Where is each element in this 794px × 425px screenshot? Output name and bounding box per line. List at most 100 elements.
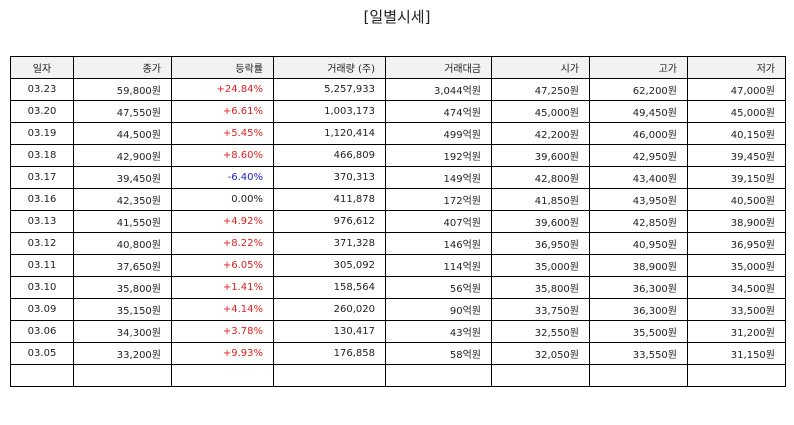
empty-cell xyxy=(73,364,172,387)
cell-date: 03.17 xyxy=(10,166,74,189)
table-row: 03.11 37,650원 +6.05% 305,092 114억원 35,000원 38,… xyxy=(10,254,786,277)
cell-open: 32,550원 xyxy=(491,320,590,343)
cell-date: 03.06 xyxy=(10,320,74,343)
cell-high: 42,950원 xyxy=(589,144,688,167)
cell-change: +24.84% xyxy=(171,78,274,101)
cell-volume: 411,878 xyxy=(273,188,386,211)
empty-cell xyxy=(385,364,492,387)
cell-change: 0.00% xyxy=(171,188,274,211)
cell-high: 35,500원 xyxy=(589,320,688,343)
cell-volume: 176,858 xyxy=(273,342,386,365)
cell-low: 45,000원 xyxy=(687,100,786,123)
cell-open: 39,600원 xyxy=(491,144,590,167)
cell-date: 03.16 xyxy=(10,188,74,211)
cell-change: +6.61% xyxy=(171,100,274,123)
cell-date: 03.10 xyxy=(10,276,74,299)
cell-date: 03.23 xyxy=(10,78,74,101)
cell-high: 36,300원 xyxy=(589,276,688,299)
cell-close: 39,450원 xyxy=(73,166,172,189)
cell-date: 03.05 xyxy=(10,342,74,365)
empty-cell xyxy=(687,364,786,387)
cell-close: 33,200원 xyxy=(73,342,172,365)
cell-open: 45,000원 xyxy=(491,100,590,123)
cell-high: 42,850원 xyxy=(589,210,688,233)
cell-high: 38,900원 xyxy=(589,254,688,277)
column-header-close: 종가 xyxy=(73,56,172,79)
empty-cell xyxy=(491,364,590,387)
cell-change: +1.41% xyxy=(171,276,274,299)
table-header-row: 일자 종가 등락률 거래량 (주) 거래대금 시가 고가 저가 xyxy=(10,56,786,79)
column-header-date: 일자 xyxy=(10,56,74,79)
cell-high: 43,950원 xyxy=(589,188,688,211)
table-row: 03.19 44,500원 +5.45% 1,120,414 499억원 42,200원 4… xyxy=(10,122,786,145)
empty-cell xyxy=(171,364,274,387)
cell-close: 35,800원 xyxy=(73,276,172,299)
cell-amount: 58억원 xyxy=(385,342,492,365)
cell-close: 42,900원 xyxy=(73,144,172,167)
cell-volume: 466,809 xyxy=(273,144,386,167)
cell-high: 62,200원 xyxy=(589,78,688,101)
cell-volume: 1,003,173 xyxy=(273,100,386,123)
cell-amount: 407억원 xyxy=(385,210,492,233)
column-header-amount: 거래대금 xyxy=(385,56,492,79)
table-body: 03.23 59,800원 +24.84% 5,257,933 3,044억원 47,25… xyxy=(10,78,786,387)
empty-cell xyxy=(273,364,386,387)
cell-open: 32,050원 xyxy=(491,342,590,365)
cell-amount: 172억원 xyxy=(385,188,492,211)
cell-open: 41,850원 xyxy=(491,188,590,211)
cell-close: 44,500원 xyxy=(73,122,172,145)
cell-close: 35,150원 xyxy=(73,298,172,321)
cell-low: 39,450원 xyxy=(687,144,786,167)
table-row: 03.05 33,200원 +9.93% 176,858 58억원 32,050원 33,5… xyxy=(10,342,786,365)
cell-amount: 146억원 xyxy=(385,232,492,255)
cell-volume: 305,092 xyxy=(273,254,386,277)
table-row: 03.13 41,550원 +4.92% 976,612 407억원 39,600원 42,… xyxy=(10,210,786,233)
cell-amount: 192억원 xyxy=(385,144,492,167)
cell-low: 39,150원 xyxy=(687,166,786,189)
cell-low: 36,950원 xyxy=(687,232,786,255)
empty-cell xyxy=(10,364,74,387)
cell-close: 42,350원 xyxy=(73,188,172,211)
cell-open: 42,800원 xyxy=(491,166,590,189)
column-header-change: 등락률 xyxy=(171,56,274,79)
cell-amount: 3,044억원 xyxy=(385,78,492,101)
page-title: [일별시세] xyxy=(363,8,431,26)
table-row: 03.18 42,900원 +8.60% 466,809 192억원 39,600원 42,… xyxy=(10,144,786,167)
cell-change: +5.45% xyxy=(171,122,274,145)
cell-date: 03.20 xyxy=(10,100,74,123)
cell-amount: 114억원 xyxy=(385,254,492,277)
cell-amount: 499억원 xyxy=(385,122,492,145)
table-row: 03.09 35,150원 +4.14% 260,020 90억원 33,750원 36,3… xyxy=(10,298,786,321)
cell-high: 46,000원 xyxy=(589,122,688,145)
cell-high: 36,300원 xyxy=(589,298,688,321)
cell-change: +4.14% xyxy=(171,298,274,321)
cell-change: +3.78% xyxy=(171,320,274,343)
table-row: 03.10 35,800원 +1.41% 158,564 56억원 35,800원 36,3… xyxy=(10,276,786,299)
cell-volume: 976,612 xyxy=(273,210,386,233)
cell-amount: 56억원 xyxy=(385,276,492,299)
cell-volume: 130,417 xyxy=(273,320,386,343)
cell-close: 40,800원 xyxy=(73,232,172,255)
cell-low: 40,150원 xyxy=(687,122,786,145)
cell-low: 40,500원 xyxy=(687,188,786,211)
cell-volume: 371,328 xyxy=(273,232,386,255)
table-row: 03.06 34,300원 +3.78% 130,417 43억원 32,550원 35,5… xyxy=(10,320,786,343)
cell-high: 40,950원 xyxy=(589,232,688,255)
cell-change: +6.05% xyxy=(171,254,274,277)
cell-date: 03.09 xyxy=(10,298,74,321)
table-row: 03.23 59,800원 +24.84% 5,257,933 3,044억원 47,25… xyxy=(10,78,786,101)
cell-change: -6.40% xyxy=(171,166,274,189)
cell-date: 03.13 xyxy=(10,210,74,233)
cell-low: 35,000원 xyxy=(687,254,786,277)
table-row: 03.12 40,800원 +8.22% 371,328 146억원 36,950원 40,… xyxy=(10,232,786,255)
empty-cell xyxy=(589,364,688,387)
cell-change: +4.92% xyxy=(171,210,274,233)
cell-volume: 370,313 xyxy=(273,166,386,189)
daily-price-table: 일자 종가 등락률 거래량 (주) 거래대금 시가 고가 저가 03.23 59,… xyxy=(10,56,786,387)
cell-open: 33,750원 xyxy=(491,298,590,321)
cell-close: 41,550원 xyxy=(73,210,172,233)
cell-close: 47,550원 xyxy=(73,100,172,123)
cell-low: 34,500원 xyxy=(687,276,786,299)
cell-close: 37,650원 xyxy=(73,254,172,277)
cell-amount: 474억원 xyxy=(385,100,492,123)
